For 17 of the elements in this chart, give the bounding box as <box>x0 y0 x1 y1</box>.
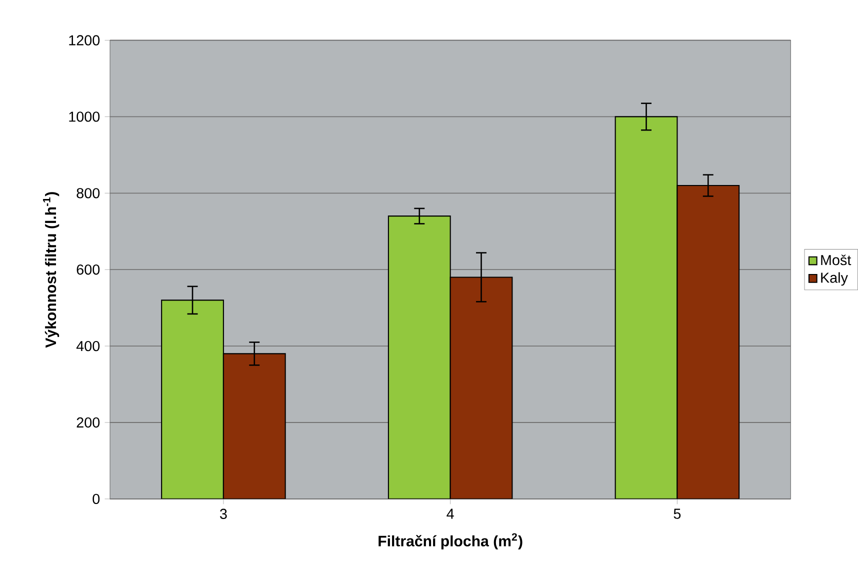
y-tick-label: 800 <box>76 188 100 198</box>
y-tick-label: 0 <box>92 494 100 504</box>
y-axis-title: Výkonnost filtru (l.h$^{-1}$) <box>43 192 60 348</box>
bar <box>222 353 286 500</box>
y-tick-label: 600 <box>76 264 100 275</box>
y-tick-label: 1200 <box>69 35 100 46</box>
bar <box>450 276 513 500</box>
y-tick-label: 200 <box>76 418 100 428</box>
legend-label: Kaly <box>821 272 848 286</box>
x-tick-label: 5 <box>674 508 681 519</box>
y-tick-label: 1000 <box>69 112 100 122</box>
y-tick-label: 400 <box>76 341 100 352</box>
x-tick-label: 4 <box>446 508 454 519</box>
x-axis-title: Filtrační plocha (m$^{2}$) <box>378 533 522 550</box>
legend-label: Mošt <box>821 254 852 266</box>
bar <box>676 185 740 500</box>
x-tick-label: 3 <box>220 508 227 520</box>
